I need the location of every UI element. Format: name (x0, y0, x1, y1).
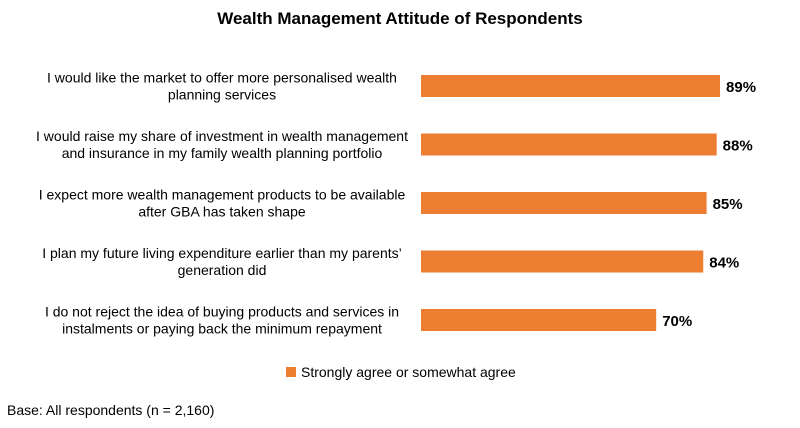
data-label: 70% (662, 313, 692, 330)
chart-title: Wealth Management Attitude of Respondent… (217, 9, 583, 28)
bar (421, 133, 717, 156)
category-label: I would like the market to offer more pe… (47, 70, 397, 103)
category-label: I would raise my share of investment in … (36, 128, 408, 161)
data-label: 89% (726, 79, 756, 96)
bar (421, 250, 704, 273)
data-label: 88% (723, 138, 753, 155)
legend-label: Strongly agree or somewhat agree (301, 364, 516, 380)
bar (421, 75, 721, 97)
legend: Strongly agree or somewhat agree (286, 364, 516, 380)
footnote: Base: All respondents (n = 2,160) (7, 402, 215, 418)
category-label: I plan my future living expenditure earl… (42, 245, 402, 278)
legend-swatch (286, 367, 296, 377)
data-label: 84% (709, 255, 739, 272)
bar (421, 192, 707, 214)
category-label: I expect more wealth management products… (39, 187, 406, 220)
bar (421, 309, 657, 331)
data-label: 85% (713, 196, 743, 213)
category-label: I do not reject the idea of buying produ… (45, 304, 399, 337)
